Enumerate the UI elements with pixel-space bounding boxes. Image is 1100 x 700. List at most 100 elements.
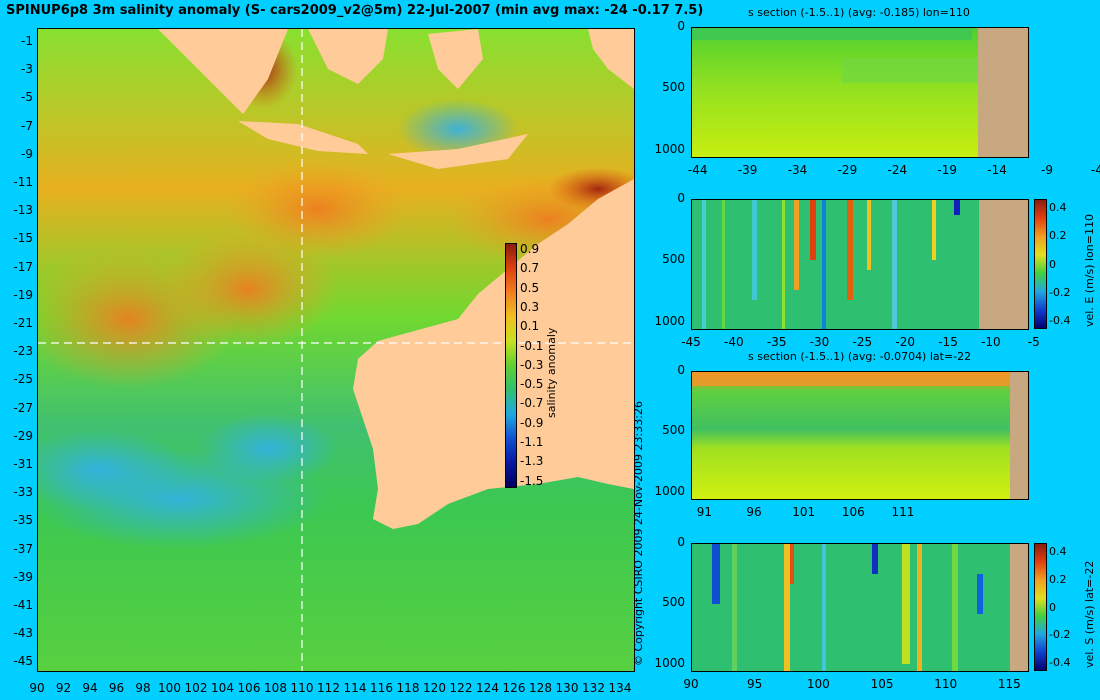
panel1-y-tick: 0: [677, 19, 685, 33]
panel1-x-tick: -44: [687, 163, 708, 177]
panel3-land: [1010, 372, 1028, 499]
map-lat-tick: -19: [13, 287, 33, 302]
panel4-x-tick: 90: [683, 677, 699, 691]
map-colorbar-tick: -1.5: [520, 473, 544, 488]
figure-title: SPINUP6p8 3m salinity anomaly (S- cars20…: [6, 3, 704, 18]
panel4-x-tick: 105: [870, 677, 894, 691]
map-lon-tick: 128: [529, 681, 552, 695]
panel2-colorbar-tick: 0.4: [1049, 201, 1067, 214]
panel3-y-tick: 500: [662, 423, 685, 438]
map-lat-tick: -43: [13, 626, 33, 641]
map-colorbar-tick: 0.9: [520, 242, 540, 256]
map-lat-tick: -1: [21, 34, 33, 48]
sulawesi-land: [428, 29, 483, 89]
map-colorbar-tick: 0.7: [520, 261, 540, 276]
australia-land: [353, 179, 634, 529]
panel2-x-tick: -35: [766, 335, 787, 349]
map-lat-tick: -33: [13, 485, 33, 500]
map-colorbar-tick: -0.3: [520, 357, 544, 372]
panel2-land: [979, 200, 1028, 329]
map-lat-tick: -3: [21, 62, 33, 77]
map-lon-tick: 112: [317, 681, 340, 695]
panel1-y-tick: 1000: [654, 141, 685, 156]
map-lat-tick: -29: [13, 428, 33, 443]
map-lat-tick: -17: [13, 259, 33, 274]
panel4-y-tick: 0: [677, 535, 685, 549]
map-colorbar-tick: 0.3: [520, 299, 540, 314]
panel3-x-tick: 96: [746, 505, 762, 519]
panel1-x-tick: -29: [837, 163, 858, 177]
map-lon-tick: 102: [184, 681, 208, 695]
map-lon-tick: 126: [502, 681, 526, 695]
map-lat-tick: -27: [13, 400, 33, 415]
map-colorbar-tick: -0.7: [520, 396, 544, 411]
panel1-land: [978, 28, 1028, 157]
panel4-section: [691, 543, 1029, 672]
panel4-x-tick: 110: [934, 677, 958, 691]
panel1-y-tick: 500: [662, 80, 685, 95]
map-lat-tick: -5: [21, 90, 33, 105]
panel2-x-tick: -40: [724, 335, 744, 349]
map-lon-tick: 122: [449, 681, 473, 695]
panel1-x-tick: -14: [987, 163, 1007, 177]
panel2-colorbar-tick: -0.2: [1049, 285, 1071, 299]
salinity-map: [37, 28, 635, 672]
map-lat-tick: -13: [13, 203, 33, 218]
map-lon-tick: 134: [608, 681, 632, 695]
map-lat-tick: -9: [21, 146, 33, 161]
panel1-x-tick: -34: [787, 163, 808, 177]
panel2-x-tick: -20: [895, 335, 915, 349]
panel2-colorbar-tick: 0.2: [1049, 229, 1067, 243]
panel4-colorbar: [1034, 543, 1047, 671]
panel2-colorbar: [1034, 199, 1047, 329]
panel1-x-tick: -39: [737, 163, 758, 177]
panel2-y-tick: 0: [677, 191, 685, 205]
map-lon-tick: 104: [211, 681, 234, 695]
map-lon-tick: 120: [423, 681, 446, 695]
map-lat-tick: -21: [13, 316, 33, 330]
panel3-x-tick: 101: [792, 505, 816, 519]
map-colorbar-tick: -0.1: [520, 338, 544, 353]
panel3-x-tick: 91: [696, 505, 713, 519]
panel3-section: [691, 371, 1029, 500]
panel1-x-tick: -19: [937, 163, 957, 177]
map-lon-tick: 132: [582, 681, 605, 695]
map-lon-tick: 110: [290, 681, 314, 695]
panel4-colorbar-tick: -0.2: [1049, 628, 1071, 642]
panel2-colorbar-tick: 0: [1049, 257, 1056, 271]
map-lon-tick: 96: [108, 681, 125, 695]
panel3-y-tick: 0: [677, 363, 685, 377]
panel2-x-tick: -45: [681, 335, 701, 349]
panel2-y-tick: 1000: [654, 313, 685, 328]
map-lat-tick: -45: [13, 654, 33, 669]
map-lon-tick: 92: [55, 681, 72, 695]
map-lat-tick: -35: [13, 513, 33, 528]
panel1-section: [691, 27, 1029, 158]
panel4-colorbar-tick: 0: [1049, 600, 1056, 614]
java-land: [238, 121, 368, 154]
panel2-y-tick: 500: [662, 252, 685, 267]
panel3-x-tick: 106: [841, 505, 865, 519]
map-lat-tick: -31: [13, 457, 33, 471]
map-colorbar-tick: -1.1: [520, 435, 544, 449]
copyright-text: © Copyright CSIRO 2009 24-Nov-2009 23:33…: [632, 401, 645, 666]
map-lat-tick: -25: [13, 372, 33, 387]
panel2-x-tick: -5: [1027, 335, 1040, 349]
map-lon-tick: 118: [396, 681, 420, 695]
panel1-x-tick: -24: [887, 163, 908, 177]
map-lon-tick: 116: [370, 681, 393, 695]
panel4-colorbar-tick: 0.2: [1049, 572, 1067, 586]
map-lon-tick: 94: [82, 681, 98, 695]
map-lat-tick: -41: [13, 598, 33, 612]
map-lat-tick: -7: [21, 118, 33, 133]
panel4-colorbar-label: vel. S (m/s) lat=-22: [1083, 560, 1096, 668]
map-lat-tick: -39: [13, 569, 33, 584]
panel2-x-tick: -15: [938, 335, 958, 349]
panel3-x-tick: 111: [891, 505, 915, 519]
map-lon-tick: 108: [264, 681, 287, 695]
map-lon-tick: 124: [476, 681, 499, 695]
map-colorbar-tick: 0.5: [520, 280, 540, 295]
map-lon-tick: 130: [555, 681, 579, 695]
panel3-y-tick: 1000: [654, 483, 685, 498]
map-colorbar-tick: -0.9: [520, 415, 544, 430]
